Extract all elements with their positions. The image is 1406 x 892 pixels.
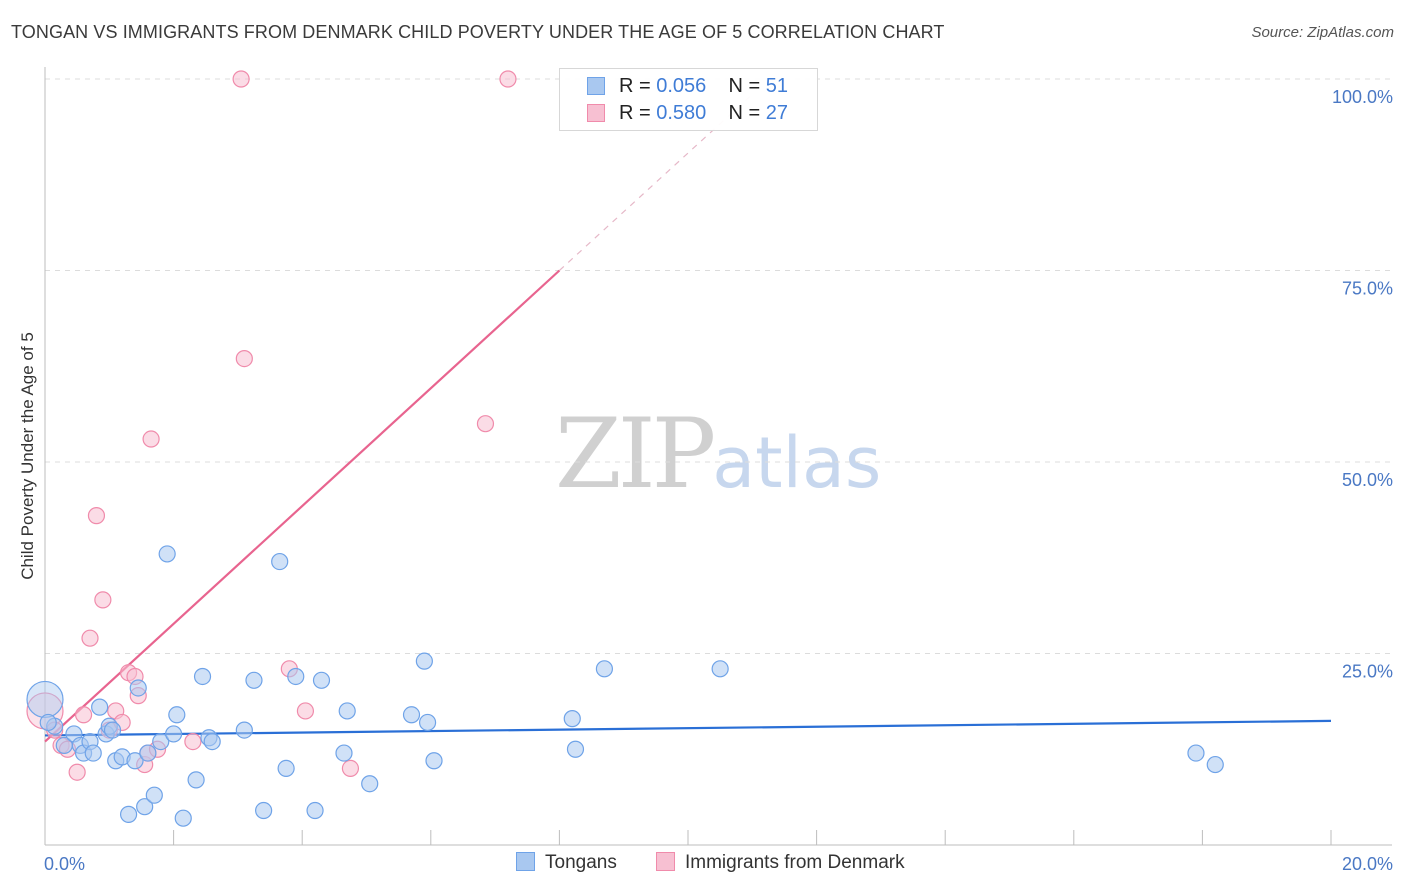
x-tick-label: 0.0% (44, 854, 85, 874)
point-tongans (418, 713, 437, 732)
point-tongans (271, 552, 289, 571)
point-denmark (499, 70, 517, 88)
point-tongans (338, 702, 356, 720)
point-tongans (402, 706, 421, 724)
point-tongans (168, 706, 186, 724)
point-tongans (126, 752, 144, 770)
legend-stats: R = 0.580 N = 27 (619, 102, 788, 125)
point-tongans (255, 801, 273, 820)
watermark-atlas: atlas (712, 422, 882, 504)
y-tick-label: 100.0% (1332, 87, 1393, 107)
point-tongans (174, 809, 192, 827)
point-tongans (287, 667, 305, 686)
point-tongans (1187, 744, 1205, 762)
x-tick-label: 20.0% (1342, 854, 1393, 874)
point-tongans (595, 660, 614, 678)
point-tongans (187, 771, 205, 789)
legend-n-label: N = (728, 102, 761, 124)
y-tick-label: 50.0% (1342, 470, 1393, 490)
bottom-legend-tongans: Tongans (516, 852, 617, 874)
tick-labels: 25.0% 50.0% 75.0% 100.0% 0.0% 20.0% (44, 87, 1393, 874)
legend-n-value: 51 (765, 75, 789, 97)
point-tongans (193, 667, 212, 686)
y-tick-label: 75.0% (1342, 279, 1393, 299)
legend-swatch-blue (587, 77, 605, 95)
legend-r-value: 0.580 (656, 102, 707, 124)
point-denmark (184, 732, 202, 751)
point-denmark (74, 706, 93, 724)
point-tongans (335, 744, 353, 762)
point-tongans (91, 698, 109, 716)
point-tongans (139, 744, 157, 762)
legend-r-label: R = (619, 102, 651, 124)
point-tongans (158, 545, 176, 563)
point-denmark (476, 415, 495, 433)
bottom-legend-label: Immigrants from Denmark (685, 852, 905, 873)
point-tongans (152, 732, 170, 751)
point-tongans (361, 775, 379, 793)
point-denmark (68, 763, 86, 781)
point-denmark (81, 629, 99, 647)
legend-n-value: 27 (765, 102, 789, 124)
correlation-legend: R = 0.056 N = 51 R = 0.580 N = 27 (559, 68, 818, 131)
point-tongans (563, 710, 581, 728)
watermark: ZIPatlas (555, 398, 881, 510)
bottom-legend-swatch-pink (656, 852, 675, 871)
point-denmark (232, 70, 250, 88)
point-tongans (145, 786, 163, 804)
point-tongans (277, 759, 295, 778)
legend-r-value: 0.056 (656, 75, 707, 97)
y-tick-label: 25.0% (1342, 662, 1393, 682)
point-tongans (136, 798, 154, 816)
point-tongans (312, 671, 331, 689)
point-tongans (165, 725, 183, 743)
legend-r-label: R = (619, 75, 651, 97)
point-tongans (84, 744, 102, 762)
source-label: Source: ZipAtlas.com (1251, 24, 1394, 41)
chart-title: TONGAN VS IMMIGRANTS FROM DENMARK CHILD … (11, 22, 945, 42)
point-denmark (87, 507, 106, 525)
legend-n-label: N = (728, 75, 761, 97)
point-tongans (711, 660, 729, 678)
bottom-legend-swatch-blue (516, 852, 535, 871)
point-denmark (341, 759, 360, 778)
point-tongans (415, 652, 433, 670)
point-denmark (235, 349, 253, 368)
point-tongans (129, 679, 147, 697)
point-denmark (142, 430, 160, 448)
trend-line-denmark (44, 269, 561, 743)
watermark-zip: ZIP (555, 398, 716, 510)
point-denmark (94, 591, 112, 609)
bottom-legend-denmark: Immigrants from Denmark (656, 852, 905, 874)
point-tongans (39, 713, 57, 732)
point-tongans (103, 721, 122, 739)
point-tongans (566, 740, 585, 758)
legend-stats: R = 0.056 N = 51 (619, 75, 788, 98)
data-points (26, 70, 1224, 827)
point-denmark (296, 702, 315, 720)
point-tongans (1206, 755, 1224, 774)
bottom-legend-label: Tongans (545, 852, 617, 873)
trend-line-tongans (44, 719, 1332, 737)
point-tongans (306, 801, 324, 820)
point-tongans (26, 680, 64, 719)
trend-lines (44, 93, 1332, 743)
point-tongans (203, 732, 221, 751)
point-tongans (119, 805, 138, 823)
point-tongans (245, 671, 263, 689)
point-tongans (235, 721, 253, 739)
point-tongans (425, 752, 443, 770)
legend-swatch-pink (587, 104, 605, 122)
